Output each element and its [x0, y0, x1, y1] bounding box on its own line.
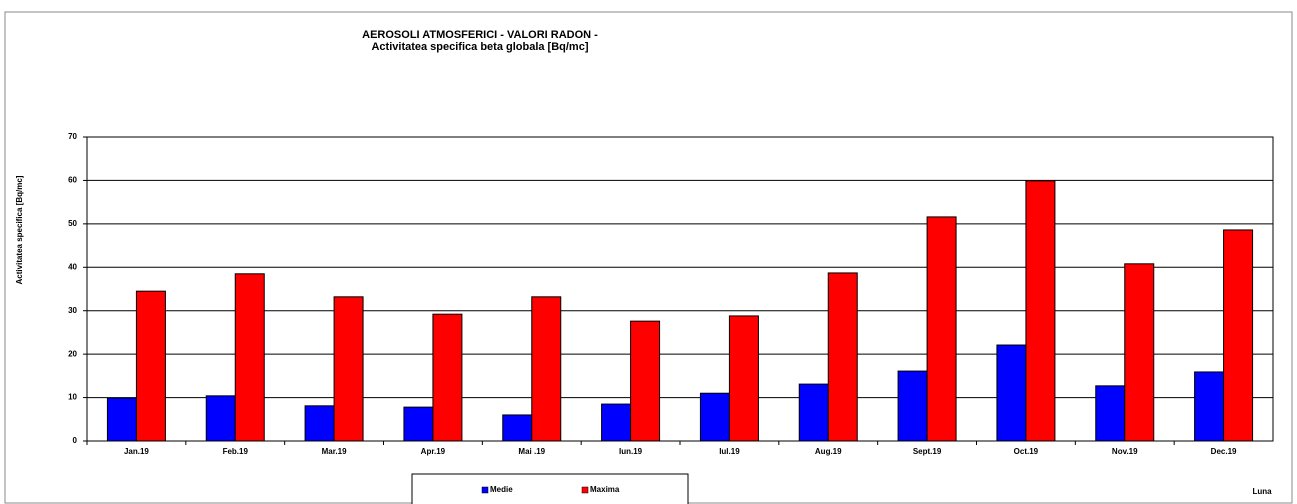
bar — [135, 290, 166, 442]
x-tick-label: Mai .19 — [518, 447, 545, 456]
chart-title: AEROSOLI ATMOSFERICI - VALORI RADON - — [362, 29, 598, 41]
bar — [432, 313, 463, 442]
legend-label: Medie — [490, 485, 513, 494]
y-tick-label: 10 — [68, 393, 77, 402]
bar — [728, 315, 759, 442]
bar — [333, 296, 364, 442]
bar — [234, 273, 265, 442]
bar — [1194, 371, 1225, 442]
x-tick-label: Iul.19 — [719, 447, 740, 456]
bar — [798, 383, 829, 442]
bar — [827, 272, 858, 442]
y-tick-label: 40 — [68, 262, 77, 271]
y-tick-label: 60 — [68, 176, 77, 185]
legend-label: Maxima — [590, 485, 620, 494]
bar — [106, 397, 137, 442]
y-tick-label: 70 — [68, 132, 77, 141]
y-tick-label: 50 — [68, 219, 77, 228]
bar — [996, 344, 1027, 442]
bar — [531, 296, 562, 442]
chart-subtitle: Activitatea specifica beta globala [Bq/m… — [371, 41, 588, 53]
x-tick-label: Oct.19 — [1014, 447, 1039, 456]
bar — [1025, 180, 1056, 442]
bar — [601, 403, 632, 442]
x-tick-label: Sept.19 — [913, 447, 942, 456]
x-tick-label: Apr.19 — [421, 447, 446, 456]
bar — [630, 320, 661, 442]
bar — [699, 392, 730, 442]
bar — [926, 216, 957, 442]
bar — [1124, 263, 1155, 442]
bar — [205, 395, 236, 442]
y-tick-label: 30 — [68, 306, 77, 315]
x-tick-label: Jan.19 — [124, 447, 149, 456]
bar — [502, 414, 533, 442]
x-axis-label: Luna — [1252, 487, 1272, 496]
y-tick-label: 20 — [68, 349, 77, 358]
bar — [1223, 229, 1254, 442]
x-tick-label: Dec.19 — [1211, 447, 1237, 456]
y-tick-label: 0 — [73, 436, 78, 445]
y-axis-label: Activitatea specifica [Bq/mc] — [15, 175, 24, 284]
x-tick-label: Aug.19 — [815, 447, 842, 456]
plot-area — [86, 136, 1274, 442]
legend-swatch — [581, 486, 589, 494]
legend-swatch — [481, 486, 489, 494]
x-tick-label: Nov.19 — [1112, 447, 1138, 456]
x-tick-label: Iun.19 — [619, 447, 643, 456]
bar — [1095, 385, 1126, 442]
x-tick-label: Mar.19 — [322, 447, 347, 456]
x-tick-label: Feb.19 — [223, 447, 249, 456]
bar — [897, 370, 928, 442]
legend-box — [411, 473, 689, 504]
bar — [403, 406, 434, 442]
bar — [304, 405, 335, 442]
